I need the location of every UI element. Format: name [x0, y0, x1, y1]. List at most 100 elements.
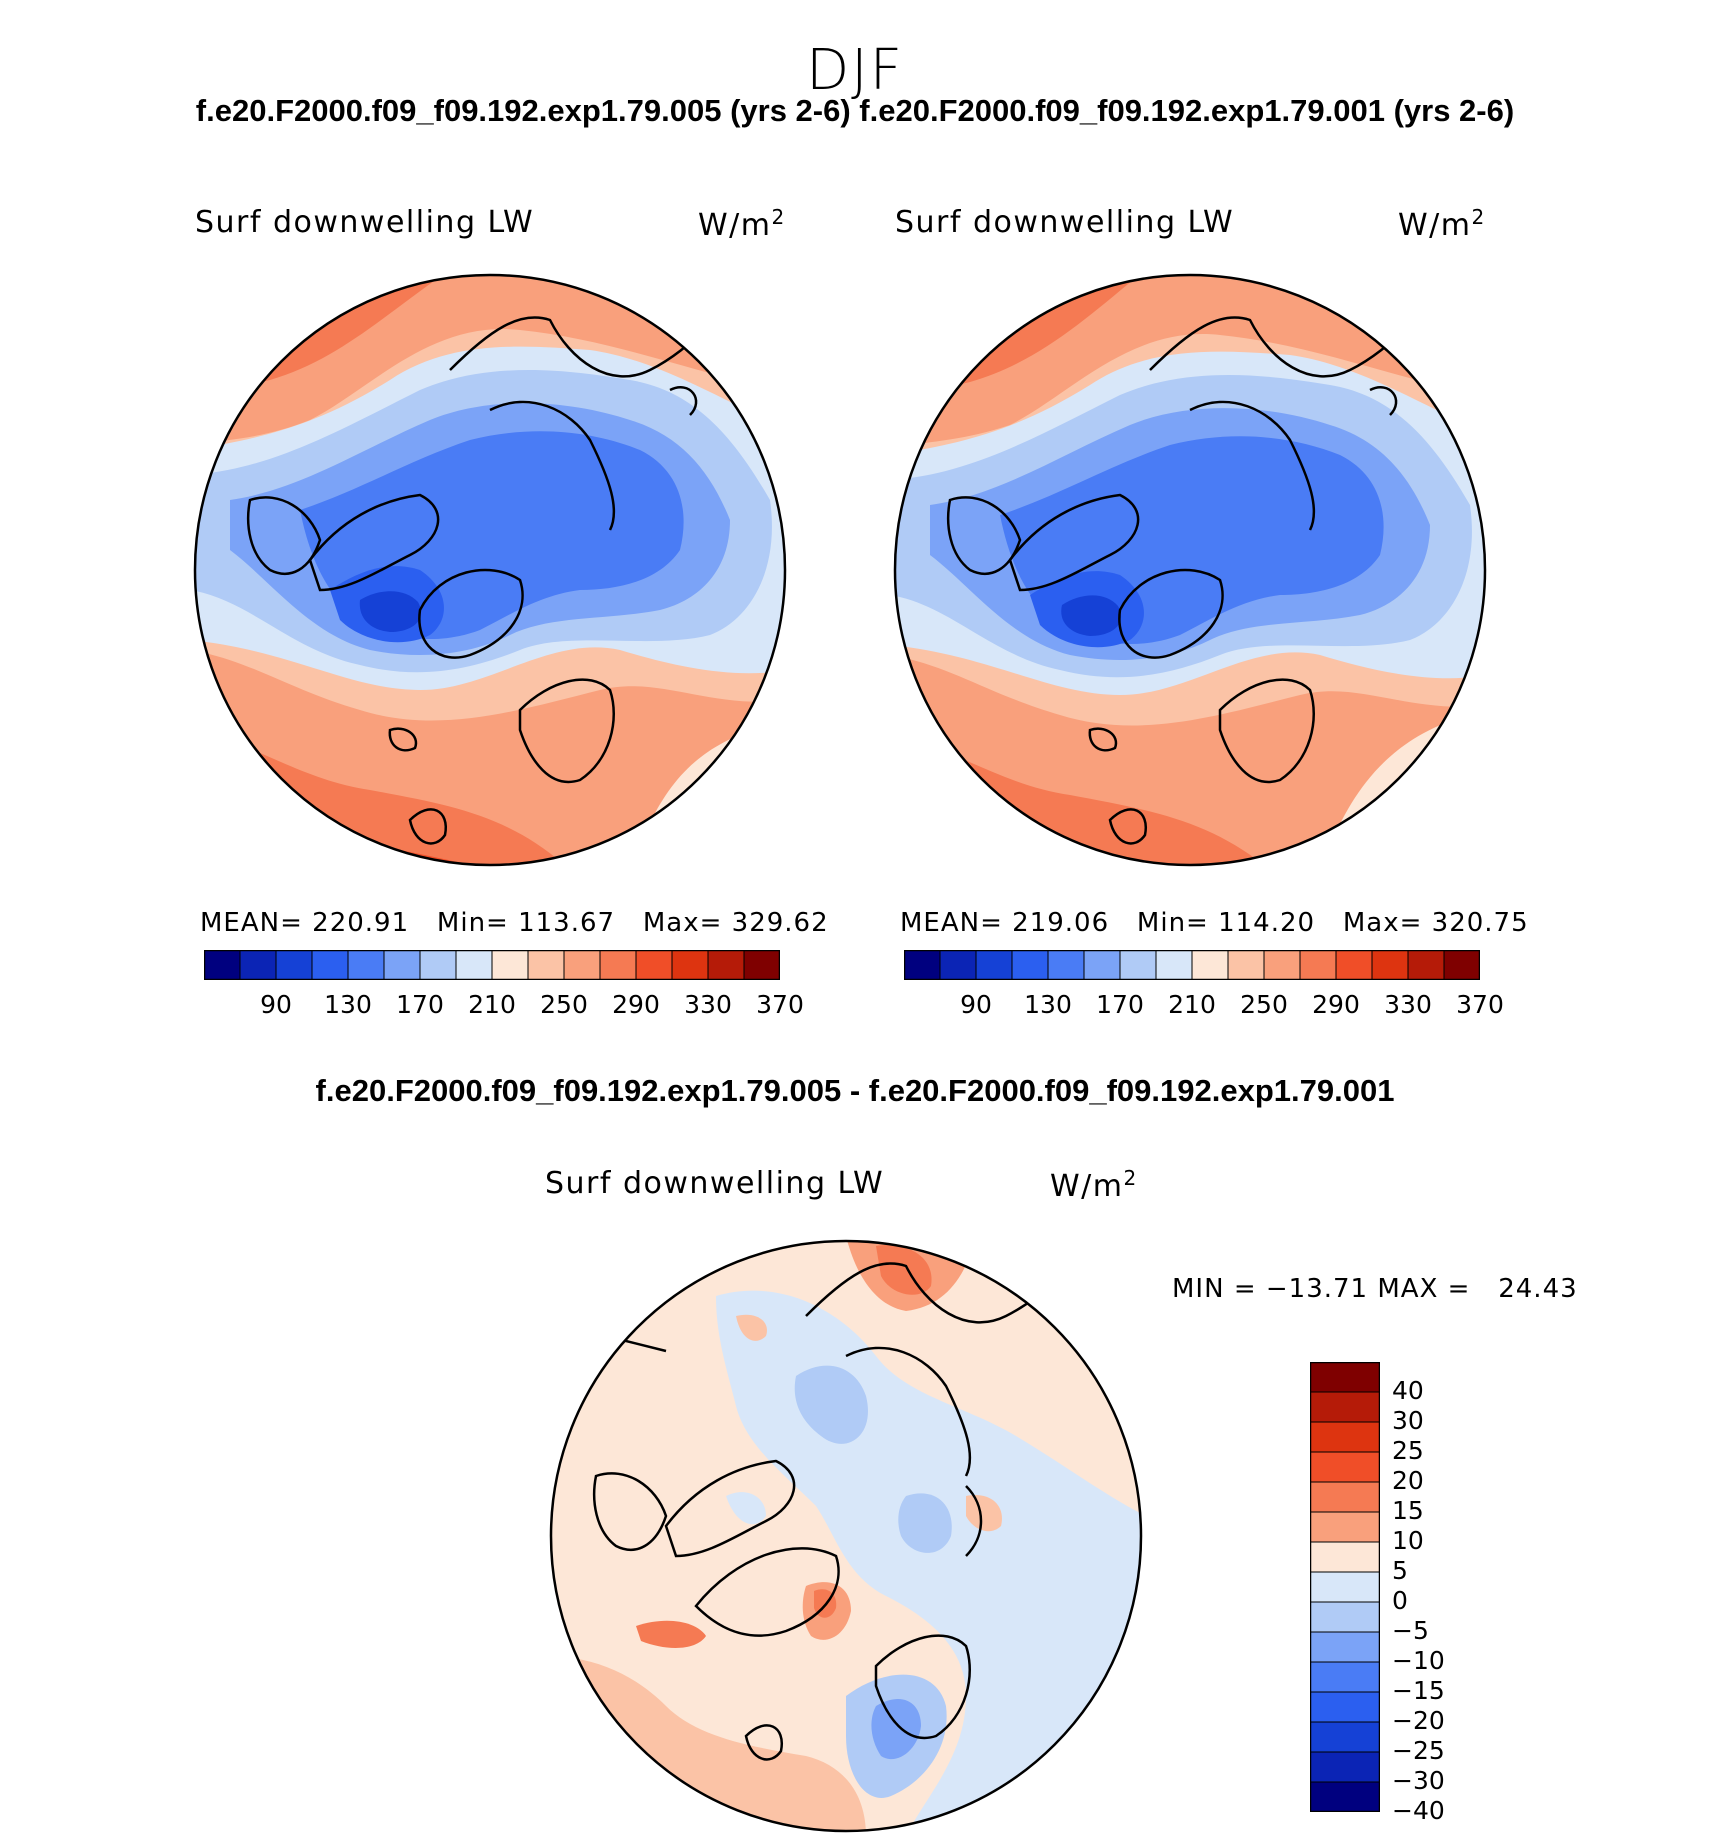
colorbar-swatch — [1191, 950, 1229, 980]
colorbar-swatch — [1371, 950, 1409, 980]
panel3-units-label: W/m2 — [1050, 1166, 1138, 1204]
panel2-colorbar — [904, 950, 1480, 980]
panel1-colorbar-ticks: 90 130 170 210 250 290 330 370 — [204, 990, 804, 1020]
colorbar-swatch — [1310, 1631, 1380, 1663]
colorbar-swatch — [743, 950, 780, 980]
panel2-variable-label: Surf downwelling LW — [895, 205, 1235, 240]
colorbar-tick-label: 370 — [756, 990, 804, 1019]
colorbar-swatch — [1083, 950, 1121, 980]
colorbar-tick-label: −30 — [1392, 1766, 1445, 1795]
colorbar-swatch — [1310, 1781, 1380, 1812]
colorbar-swatch — [1310, 1721, 1380, 1753]
colorbar-tick-label: 30 — [1392, 1406, 1424, 1435]
colorbar-tick-label: 370 — [1456, 990, 1504, 1019]
colorbar-tick-label: 20 — [1392, 1466, 1424, 1495]
colorbar-tick-label: 210 — [468, 990, 516, 1019]
colorbar-swatch — [671, 950, 709, 980]
colorbar-tick-label: −40 — [1392, 1796, 1445, 1825]
colorbar-tick-label: −10 — [1392, 1646, 1445, 1675]
colorbar-tick-label: −20 — [1392, 1706, 1445, 1735]
colorbar-tick-label: 0 — [1392, 1586, 1408, 1615]
colorbar-swatch — [204, 950, 241, 980]
colorbar-swatch — [975, 950, 1013, 980]
colorbar-swatch — [1047, 950, 1085, 980]
case-comparison-title: f.e20.F2000.f09_f09.192.exp1.79.005 (yrs… — [195, 93, 1515, 128]
colorbar-tick-label: 330 — [684, 990, 732, 1019]
colorbar-tick-label: 5 — [1392, 1556, 1408, 1585]
colorbar-swatch — [1155, 950, 1193, 980]
panel3-stats: MIN = −13.71 MAX = 24.43 — [1172, 1274, 1578, 1304]
panel1-units-label: W/m2 — [698, 205, 786, 243]
colorbar-swatch — [1407, 950, 1445, 980]
difference-title: f.e20.F2000.f09_f09.192.exp1.79.005 - f.… — [315, 1073, 1395, 1108]
colorbar-swatch — [1310, 1541, 1380, 1573]
panel3-contour-fill — [551, 1241, 1141, 1831]
colorbar-swatch — [1443, 950, 1480, 980]
panel2-stats: MEAN= 219.06 Min= 114.20 Max= 320.75 — [900, 908, 1529, 938]
colorbar-tick-label: −5 — [1392, 1616, 1429, 1645]
panel1-polar-map — [193, 273, 787, 867]
colorbar-swatch — [455, 950, 493, 980]
colorbar-tick-label: 15 — [1392, 1496, 1424, 1525]
colorbar-swatch — [1310, 1451, 1380, 1483]
colorbar-swatch — [1310, 1691, 1380, 1723]
colorbar-swatch — [599, 950, 637, 980]
colorbar-swatch — [904, 950, 941, 980]
colorbar-swatch — [1119, 950, 1157, 980]
panel1-coastlines — [246, 308, 731, 845]
panel3-coastlines — [592, 1254, 1087, 1761]
colorbar-tick-label: 90 — [260, 990, 292, 1019]
panel2-polar-map — [893, 273, 1487, 867]
panel1-stats: MEAN= 220.91 Min= 113.67 Max= 329.62 — [200, 908, 829, 938]
panel3-map-border — [549, 1239, 1143, 1833]
panel2-units-label: W/m2 — [1398, 205, 1486, 243]
season-title: DJF — [806, 38, 904, 103]
colorbar-swatch — [707, 950, 745, 980]
panel2-map-border — [893, 273, 1487, 867]
colorbar-swatch — [1310, 1391, 1380, 1423]
colorbar-tick-label: 90 — [960, 990, 992, 1019]
colorbar-swatch — [1310, 1421, 1380, 1453]
colorbar-swatch — [1310, 1362, 1380, 1393]
panel2-colorbar-ticks: 90 130 170 210 250 290 330 370 — [904, 990, 1504, 1020]
panel1-colorbar — [204, 950, 780, 980]
panel3-colorbar — [1310, 1362, 1380, 1812]
colorbar-tick-label: −15 — [1392, 1676, 1445, 1705]
colorbar-swatch — [1310, 1511, 1380, 1543]
colorbar-tick-label: 130 — [324, 990, 372, 1019]
colorbar-tick-label: 25 — [1392, 1436, 1424, 1465]
panel3-colorbar-ticks: 40 30 25 20 15 10 5 0 −5 −10 −15 −20 −25 −30 −40 — [1392, 1362, 1472, 1825]
colorbar-swatch — [419, 950, 457, 980]
colorbar-swatch — [527, 950, 565, 980]
colorbar-swatch — [383, 950, 421, 980]
colorbar-swatch — [1227, 950, 1265, 980]
colorbar-swatch — [239, 950, 277, 980]
colorbar-tick-label: 130 — [1024, 990, 1072, 1019]
colorbar-swatch — [939, 950, 977, 980]
colorbar-tick-label: 250 — [540, 990, 588, 1019]
colorbar-swatch — [311, 950, 349, 980]
panel3-variable-label: Surf downwelling LW — [545, 1166, 885, 1201]
colorbar-swatch — [1299, 950, 1337, 980]
colorbar-tick-label: 290 — [1312, 990, 1360, 1019]
colorbar-swatch — [347, 950, 385, 980]
colorbar-tick-label: 290 — [612, 990, 660, 1019]
colorbar-tick-label: 330 — [1384, 990, 1432, 1019]
panel3-polar-map — [549, 1239, 1143, 1833]
colorbar-swatch — [1310, 1481, 1380, 1513]
colorbar-tick-label: 210 — [1168, 990, 1216, 1019]
colorbar-swatch — [1011, 950, 1049, 980]
colorbar-tick-label: 250 — [1240, 990, 1288, 1019]
colorbar-tick-label: 40 — [1392, 1376, 1424, 1405]
colorbar-swatch — [1310, 1601, 1380, 1633]
colorbar-tick-label: 10 — [1392, 1526, 1424, 1555]
colorbar-tick-label: 170 — [396, 990, 444, 1019]
colorbar-swatch — [491, 950, 529, 980]
colorbar-swatch — [1310, 1751, 1380, 1783]
panel1-variable-label: Surf downwelling LW — [195, 205, 535, 240]
colorbar-swatch — [1263, 950, 1301, 980]
colorbar-swatch — [1310, 1661, 1380, 1693]
colorbar-tick-label: 170 — [1096, 990, 1144, 1019]
colorbar-swatch — [563, 950, 601, 980]
colorbar-swatch — [635, 950, 673, 980]
